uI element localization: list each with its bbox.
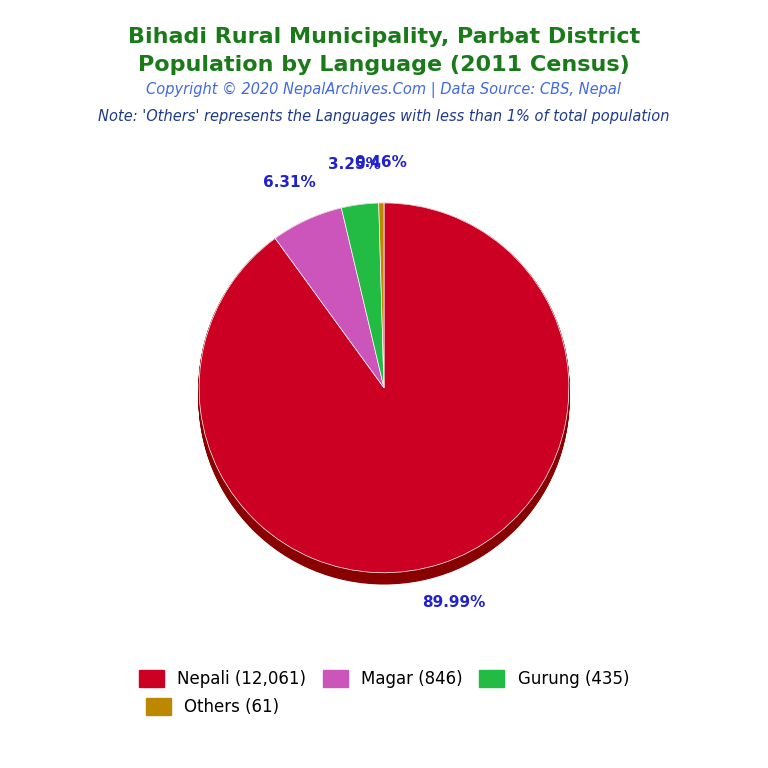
- Circle shape: [199, 204, 569, 573]
- Text: Population by Language (2011 Census): Population by Language (2011 Census): [138, 55, 630, 75]
- Circle shape: [199, 204, 569, 574]
- Wedge shape: [199, 203, 569, 573]
- Circle shape: [199, 214, 569, 584]
- Circle shape: [199, 210, 569, 580]
- Legend: Others (61): Others (61): [139, 691, 286, 723]
- Circle shape: [199, 207, 569, 576]
- Circle shape: [199, 207, 569, 577]
- Circle shape: [199, 204, 569, 574]
- Circle shape: [199, 207, 569, 578]
- Text: Copyright © 2020 NepalArchives.Com | Data Source: CBS, Nepal: Copyright © 2020 NepalArchives.Com | Dat…: [147, 82, 621, 98]
- Circle shape: [199, 206, 569, 575]
- Legend: Nepali (12,061), Magar (846), Gurung (435): Nepali (12,061), Magar (846), Gurung (43…: [132, 663, 636, 694]
- Text: 6.31%: 6.31%: [263, 175, 316, 190]
- Circle shape: [199, 210, 569, 579]
- Circle shape: [199, 212, 569, 581]
- Circle shape: [199, 208, 569, 578]
- Wedge shape: [342, 203, 384, 388]
- Circle shape: [199, 210, 569, 581]
- Circle shape: [199, 209, 569, 579]
- Circle shape: [199, 211, 569, 581]
- Text: 89.99%: 89.99%: [422, 595, 485, 610]
- Circle shape: [199, 213, 569, 583]
- Circle shape: [199, 214, 569, 583]
- Circle shape: [199, 213, 569, 582]
- Wedge shape: [275, 208, 384, 388]
- Circle shape: [199, 205, 569, 575]
- Text: Bihadi Rural Municipality, Parbat District: Bihadi Rural Municipality, Parbat Distri…: [128, 27, 640, 47]
- Wedge shape: [379, 203, 384, 388]
- Text: 0.46%: 0.46%: [354, 155, 407, 170]
- Circle shape: [199, 208, 569, 578]
- Text: 3.25%: 3.25%: [328, 157, 381, 172]
- Text: Note: 'Others' represents the Languages with less than 1% of total population: Note: 'Others' represents the Languages …: [98, 109, 670, 124]
